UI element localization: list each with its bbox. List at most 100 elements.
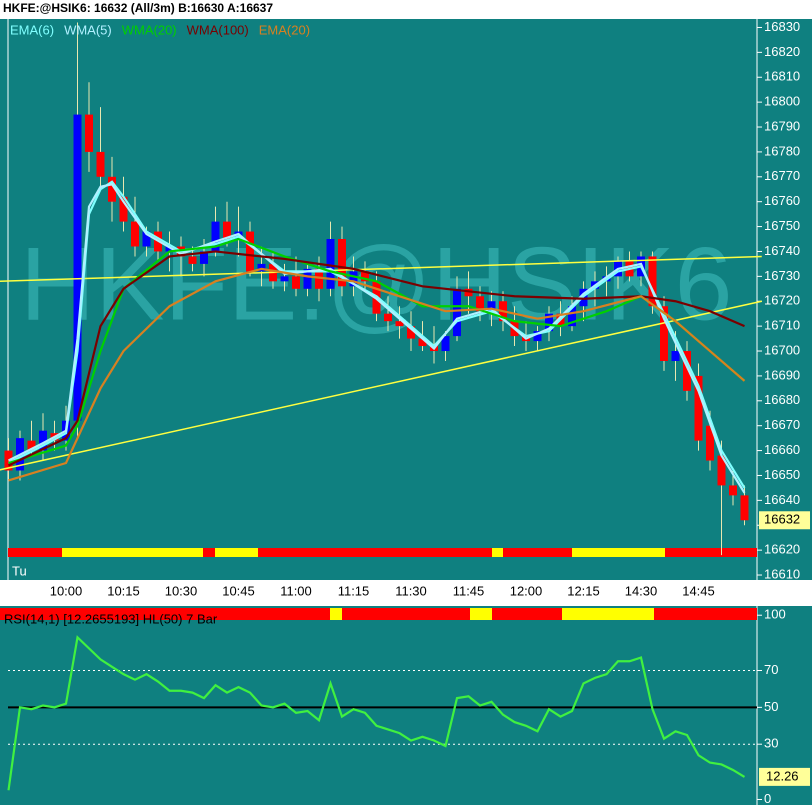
legend-entry: WMA(100): [187, 22, 249, 37]
candle-body: [706, 425, 714, 461]
last-price-label: 16632: [764, 512, 800, 527]
strip-segment: [572, 548, 665, 557]
x-tick-label: 11:00: [280, 583, 312, 598]
candle-body: [683, 351, 691, 391]
x-tick-label: 11:30: [395, 583, 427, 598]
strip-segment: [470, 608, 492, 620]
y-tick-label: 16680: [764, 392, 800, 407]
x-tick-label: 11:15: [338, 583, 370, 598]
candle-body: [407, 326, 415, 339]
candle-body: [131, 221, 139, 247]
candle-body: [395, 321, 404, 327]
y-tick-label: 16760: [764, 193, 800, 208]
candle-body: [165, 246, 174, 252]
x-tick-label: 12:15: [567, 583, 600, 598]
rsi-signal-strip: [0, 608, 757, 620]
strip-segment: [8, 548, 62, 557]
candle-body: [39, 430, 47, 451]
y-tick-label: 16820: [764, 44, 800, 59]
candle-body: [487, 301, 496, 312]
x-tick-label: 14:30: [625, 583, 658, 598]
trendline: [0, 255, 762, 282]
x-tick-label: 12:00: [510, 583, 543, 598]
y-tick-label: 16620: [764, 542, 800, 557]
strip-segment: [503, 548, 572, 557]
strip-segment: [62, 548, 203, 557]
candle-body: [361, 271, 369, 282]
x-tick-label: 10:15: [107, 583, 140, 598]
y-tick-label: 16810: [764, 69, 800, 84]
candle-body: [349, 271, 358, 287]
strip-segment: [654, 608, 757, 620]
candle-body: [200, 251, 208, 264]
moving-average: [8, 250, 745, 467]
y-tick-label: 16800: [764, 94, 800, 109]
candle-body: [142, 231, 151, 247]
y-tick-label: 16690: [764, 367, 800, 382]
signal-strip: [8, 548, 757, 557]
x-tick-label: 10:30: [165, 583, 198, 598]
candle-body: [671, 351, 680, 361]
y-tick-label: 16790: [764, 118, 800, 133]
x-tick-label: 14:45: [682, 583, 715, 598]
y-tick-label: 16710: [764, 318, 800, 333]
y-tick-label: 16700: [764, 342, 800, 357]
candle-body: [533, 331, 542, 342]
candle-body: [73, 114, 82, 421]
candle-body: [464, 288, 473, 297]
moving-average: [8, 267, 746, 482]
candle-body: [257, 263, 266, 272]
y-tick-label: 30: [764, 736, 778, 751]
candle-body: [648, 256, 657, 307]
candle-body: [384, 313, 392, 322]
candle-body: [280, 276, 289, 282]
y-tick-label: 16780: [764, 143, 800, 158]
candle-body: [729, 485, 737, 496]
y-tick-label: 50: [764, 699, 778, 714]
y-tick-label: 16830: [764, 19, 800, 34]
x-tick-label: 10:00: [50, 583, 83, 598]
candle-body: [338, 239, 346, 287]
candle-body: [418, 338, 427, 347]
y-tick-label: 16720: [764, 293, 800, 308]
candle-body: [476, 296, 484, 312]
y-tick-label: 100: [764, 607, 786, 622]
strip-segment: [342, 608, 470, 620]
candle-body: [441, 336, 450, 352]
rsi-legend: RSI(14,1) [12.2655193] HL(50) 7 Bar: [4, 611, 218, 626]
candle-body: [223, 221, 231, 240]
candle-body: [85, 114, 93, 152]
x-tick-label: 11:45: [453, 583, 485, 598]
strip-segment: [330, 608, 342, 620]
y-tick-label: 70: [764, 662, 778, 677]
y-tick-label: 16660: [764, 442, 800, 457]
day-label: Tu: [12, 563, 27, 578]
candle-body: [453, 288, 461, 337]
candle-body: [119, 196, 128, 222]
candle-body: [303, 268, 312, 289]
rsi-line: [7, 635, 746, 791]
y-tick-label: 16750: [764, 218, 800, 233]
candle-body: [694, 375, 703, 441]
last-price-box: [759, 511, 810, 530]
candle-body: [545, 313, 553, 332]
y-tick-label: 16640: [764, 492, 800, 507]
candle-body: [188, 256, 197, 264]
y-tick-label: 16670: [764, 417, 800, 432]
strip-segment: [665, 548, 757, 557]
last-rsi-label: 12.26: [766, 768, 799, 783]
y-tick-label: 16610: [764, 566, 800, 581]
rsi-panel: [0, 606, 812, 805]
strip-segment: [215, 548, 258, 557]
candle-body: [96, 151, 105, 177]
strip-segment: [0, 608, 330, 620]
strip-segment: [492, 548, 503, 557]
legend-entry: WMA(5): [64, 22, 112, 37]
candle-body: [246, 231, 254, 272]
strip-segment: [203, 548, 215, 557]
moving-average: [8, 183, 746, 494]
legend-entry: WMA(20): [122, 22, 177, 37]
candle-body: [326, 239, 335, 289]
last-rsi-box: [759, 767, 810, 786]
header: HKFE:@HSIK6: 16632 (All/3m) B:16630 A:16…: [3, 1, 273, 15]
